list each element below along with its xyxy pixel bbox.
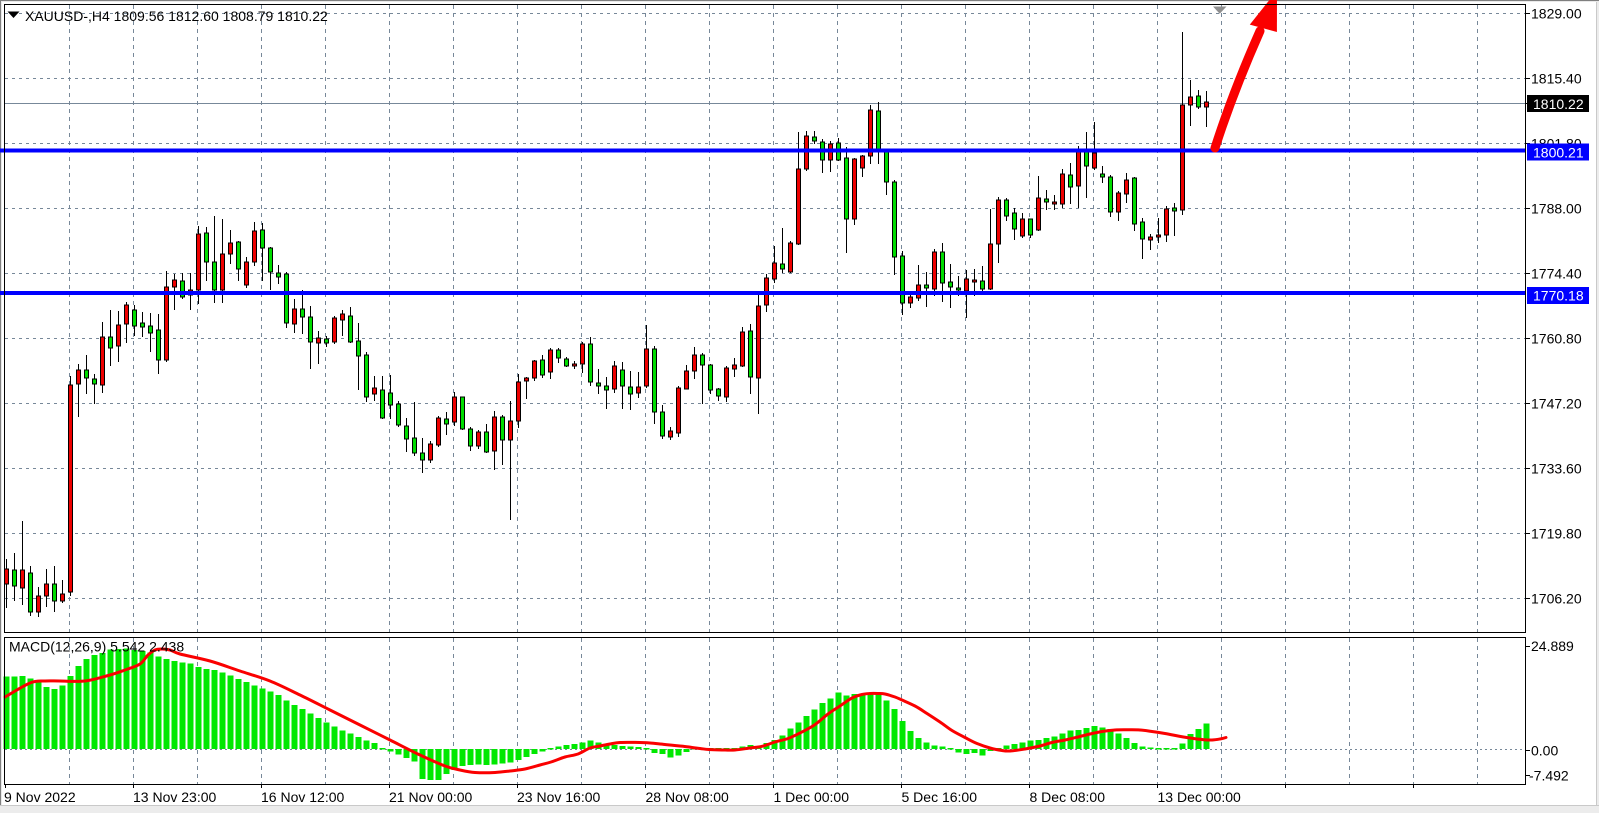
svg-text:XAUUSD-,H4 1809.56 1812.60 18: XAUUSD-,H4 1809.56 1812.60 1808.79 1810.… — [25, 8, 328, 24]
svg-text:1770.18: 1770.18 — [1533, 288, 1584, 304]
svg-text:16 Nov 12:00: 16 Nov 12:00 — [261, 789, 344, 805]
svg-text:0.00: 0.00 — [1531, 743, 1558, 759]
svg-text:24.889: 24.889 — [1531, 638, 1574, 654]
svg-text:13 Nov 23:00: 13 Nov 23:00 — [133, 789, 216, 805]
svg-text:MACD(12,26,9) 5.542 2.438: MACD(12,26,9) 5.542 2.438 — [9, 639, 184, 655]
svg-text:1 Dec 00:00: 1 Dec 00:00 — [774, 789, 850, 805]
svg-text:1800.21: 1800.21 — [1533, 145, 1584, 161]
svg-text:-7.492: -7.492 — [1529, 768, 1569, 784]
svg-text:1706.20: 1706.20 — [1531, 591, 1582, 607]
svg-text:28 Nov 08:00: 28 Nov 08:00 — [646, 789, 729, 805]
svg-text:5 Dec 16:00: 5 Dec 16:00 — [902, 789, 978, 805]
svg-text:9 Nov 2022: 9 Nov 2022 — [4, 789, 76, 805]
svg-text:21 Nov 00:00: 21 Nov 00:00 — [389, 789, 472, 805]
svg-text:1760.80: 1760.80 — [1531, 331, 1582, 347]
svg-text:1774.40: 1774.40 — [1531, 266, 1582, 282]
svg-text:8 Dec 08:00: 8 Dec 08:00 — [1030, 789, 1106, 805]
svg-text:1829.00: 1829.00 — [1531, 6, 1582, 22]
svg-text:1788.00: 1788.00 — [1531, 201, 1582, 217]
svg-text:1815.40: 1815.40 — [1531, 71, 1582, 87]
svg-text:1733.60: 1733.60 — [1531, 461, 1582, 477]
svg-text:1719.80: 1719.80 — [1531, 526, 1582, 542]
svg-text:1747.20: 1747.20 — [1531, 396, 1582, 412]
svg-text:13 Dec 00:00: 13 Dec 00:00 — [1158, 789, 1241, 805]
svg-text:1810.22: 1810.22 — [1533, 96, 1584, 112]
svg-text:23 Nov 16:00: 23 Nov 16:00 — [517, 789, 600, 805]
